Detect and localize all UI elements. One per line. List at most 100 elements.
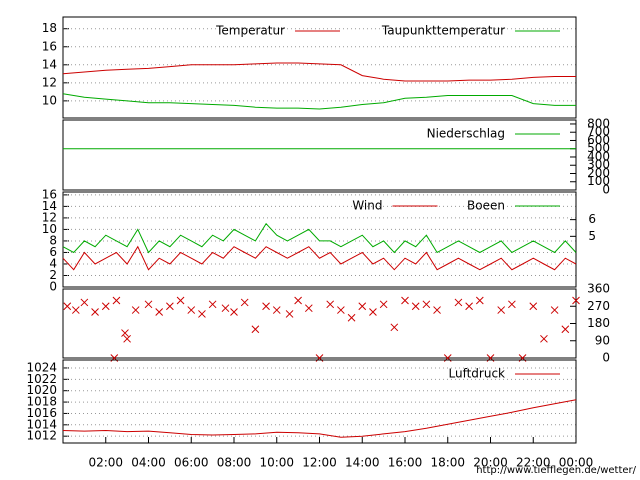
point — [326, 300, 335, 309]
panel-frame — [62, 191, 577, 288]
point — [337, 306, 345, 314]
y-tick-label: 270 — [587, 299, 610, 313]
series-line — [62, 93, 576, 110]
point — [422, 300, 431, 309]
point — [550, 306, 559, 314]
y-tick-label: 12 — [42, 75, 57, 89]
y-tick-label: 0 — [602, 183, 610, 197]
y-tick-label: 360 — [587, 282, 610, 296]
y-tick-label: 1012 — [26, 429, 57, 443]
point — [251, 325, 260, 334]
legend-label: Wind — [352, 199, 382, 213]
y-tick-label: 4 — [49, 256, 57, 270]
point — [121, 329, 129, 337]
y-tick-label: 90 — [595, 333, 610, 347]
point — [401, 296, 409, 305]
y-tick-label: 10 — [42, 93, 57, 107]
series-line — [62, 222, 577, 254]
point — [572, 296, 580, 305]
point — [294, 296, 302, 305]
x-tick-label: 10:00 — [259, 456, 294, 470]
point — [465, 302, 473, 311]
y-tick-label: 14 — [42, 199, 57, 213]
y-tick-label: 0 — [49, 280, 57, 294]
y-tick-label: 8 — [49, 233, 57, 247]
point — [475, 296, 484, 305]
point — [411, 302, 420, 311]
point — [230, 308, 238, 316]
y-tick-label: 700 — [587, 125, 610, 139]
x-tick-label: 00:00 — [559, 456, 594, 470]
point — [347, 313, 356, 322]
panel-frame — [62, 288, 577, 359]
x-tick-label: 04:00 — [131, 456, 166, 470]
y-tick-label: 18 — [42, 21, 57, 35]
y-tick-label: 180 — [587, 316, 610, 330]
point — [529, 302, 538, 311]
y-tick-label: 2 — [49, 268, 57, 282]
y-tick-label: 1020 — [26, 383, 57, 397]
point — [91, 308, 99, 316]
footer-url: http://www.tiefflegen.de/wetter/ — [476, 465, 636, 476]
panel-frame — [62, 16, 577, 119]
y-tick-label: 16 — [42, 187, 57, 201]
point — [112, 296, 121, 305]
point — [187, 306, 196, 314]
y-tick-label: 6 — [49, 245, 57, 259]
y-tick-label: 300 — [587, 158, 610, 172]
point — [166, 302, 174, 311]
x-tick-label: 20:00 — [473, 456, 508, 470]
point — [176, 296, 185, 305]
point — [454, 298, 463, 307]
legend-label: Temperatur — [215, 24, 285, 38]
y-tick-label: 14 — [42, 57, 57, 71]
y-tick-label: 1014 — [26, 417, 57, 431]
y-tick-label: 1024 — [26, 360, 57, 374]
point — [508, 300, 516, 309]
point — [208, 300, 217, 309]
point — [80, 298, 89, 307]
point — [155, 308, 164, 316]
point — [272, 306, 281, 314]
panel-frame — [62, 119, 577, 191]
point — [131, 306, 140, 314]
y-tick-label: 200 — [587, 166, 610, 180]
x-tick-label: 16:00 — [388, 456, 423, 470]
y-tick-label: 1018 — [26, 395, 57, 409]
y-tick-label: 0 — [602, 351, 610, 365]
point — [561, 325, 570, 334]
y-tick-label: 1016 — [26, 406, 57, 420]
y-tick-label: 100 — [587, 174, 610, 188]
point — [379, 300, 388, 309]
point — [63, 302, 72, 311]
legend-label: Taupunkttemperatur — [381, 24, 505, 38]
y-tick-label: 12 — [42, 210, 57, 224]
series-line — [62, 62, 576, 82]
point — [101, 302, 110, 311]
point — [144, 300, 153, 309]
legend-label: Luftdruck — [448, 367, 505, 381]
point — [198, 310, 206, 318]
x-tick-label: 12:00 — [302, 456, 337, 470]
y-tick-label: 500 — [587, 141, 610, 155]
x-tick-label: 14:00 — [345, 456, 380, 470]
y-tick-label: 16 — [42, 39, 57, 53]
point — [240, 298, 249, 307]
y2-tick-label: 5 — [588, 229, 596, 243]
point — [123, 334, 131, 343]
x-tick-label: 02:00 — [88, 456, 123, 470]
x-tick-label: 08:00 — [217, 456, 252, 470]
y2-tick-label: 6 — [588, 212, 596, 226]
x-tick-label: 18:00 — [430, 456, 465, 470]
x-tick-label: 06:00 — [174, 456, 209, 470]
point — [358, 302, 367, 311]
point — [262, 302, 270, 311]
y-tick-label: 600 — [587, 133, 610, 147]
y-tick-label: 400 — [587, 149, 610, 163]
point — [285, 310, 294, 318]
point — [369, 308, 377, 316]
series-line — [62, 399, 577, 438]
point — [433, 306, 441, 314]
y-tick-label: 800 — [587, 116, 610, 130]
